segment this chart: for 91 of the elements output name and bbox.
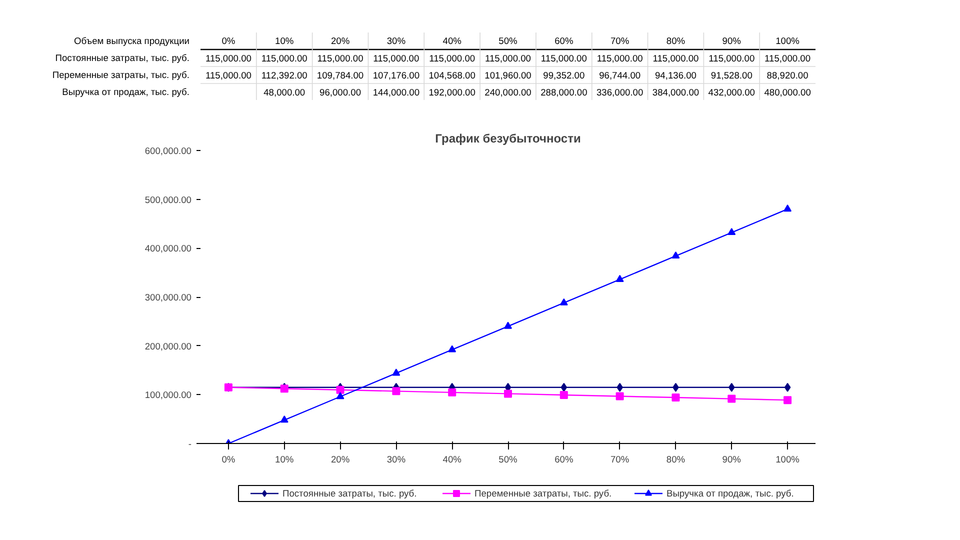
x-tick-label: 20% (330, 454, 350, 464)
data-label: 336,000.00 (596, 88, 644, 98)
point (280, 416, 288, 423)
data-label: 99,352.00 (543, 70, 585, 80)
data-label: 115,000.00 (373, 54, 420, 64)
data-label: 115,000.00 (540, 54, 587, 64)
point (616, 392, 624, 400)
y-tick-label: 300,000.00 (144, 292, 192, 302)
data-label: 384,000.00 (652, 88, 700, 98)
category-label: 60% (554, 36, 574, 46)
y-tick-label: - (188, 439, 192, 449)
point (784, 204, 792, 212)
data-label: 112,392.00 (261, 70, 308, 80)
data-label: 115,000.00 (205, 54, 252, 64)
point (784, 382, 791, 392)
data-label: 192,000.00 (428, 88, 476, 98)
category-label: 20% (330, 36, 350, 46)
point (336, 386, 344, 394)
chart-title: График безубыточности (435, 132, 581, 146)
legend-label: Выручка от продаж, тыс. руб. (666, 488, 794, 498)
data-label: 480,000.00 (764, 88, 811, 98)
data-label: 115,000.00 (652, 54, 699, 64)
point (448, 388, 456, 396)
category-label: 80% (666, 36, 686, 46)
point (448, 345, 456, 352)
point (672, 394, 680, 402)
data-label: 96,000.00 (320, 88, 362, 98)
x-tick-label: 70% (610, 454, 630, 464)
x-tick-label: 90% (722, 454, 741, 464)
y-tick-label: 600,000.00 (144, 146, 192, 156)
point (560, 382, 568, 392)
text: Выручка от продаж, тыс. руб. (62, 87, 190, 97)
data-label: 115,000.00 (261, 54, 308, 64)
data-label: 96,744.00 (599, 70, 641, 80)
x-tick-label: 60% (554, 454, 574, 464)
category-label: 100% (776, 36, 800, 46)
data-label: 115,000.00 (708, 54, 755, 64)
data-label: 240,000.00 (484, 88, 532, 98)
point (728, 228, 736, 236)
category-label: 30% (386, 36, 406, 46)
point (392, 387, 400, 396)
x-tick-label: 80% (666, 454, 686, 464)
data-label: 432,000.00 (708, 88, 755, 98)
data-label: 91,528.00 (710, 70, 752, 80)
x-tick-label: 100% (776, 454, 800, 464)
category-label: 40% (442, 36, 462, 46)
text: Переменные затраты, тыс. руб. (52, 70, 190, 80)
legend-label: Переменные затраты, тыс. руб. (474, 488, 612, 498)
point (784, 396, 792, 404)
category-label: 10% (275, 36, 294, 46)
x-tick-label: 0% (222, 454, 236, 464)
y-tick-label: 400,000.00 (144, 244, 192, 254)
x-tick-label: 30% (386, 454, 406, 464)
point (728, 394, 736, 403)
data-label: 144,000.00 (372, 88, 420, 98)
data-label: 48,000.00 (264, 88, 306, 98)
data-label: 115,000.00 (205, 70, 252, 80)
point (560, 298, 568, 306)
x-tick-label: 50% (498, 454, 518, 464)
data-label: 115,000.00 (429, 54, 476, 64)
category-label: 70% (610, 36, 630, 46)
data-label: 288,000.00 (540, 88, 588, 98)
legend-label: Постоянные затраты, тыс. руб. (282, 488, 417, 498)
y-tick-label: 200,000.00 (144, 341, 192, 352)
category-label: 0% (222, 36, 236, 46)
category-label: 50% (498, 36, 518, 46)
data-label: 115,000.00 (485, 54, 532, 64)
point (504, 390, 512, 398)
category-label: 90% (722, 36, 741, 46)
data-label: 109,784.00 (316, 70, 364, 80)
point (336, 392, 344, 400)
data-label: 115,000.00 (596, 54, 643, 64)
data-label: 115,000.00 (764, 54, 811, 64)
data-label: 107,176.00 (372, 70, 420, 80)
point (392, 368, 400, 376)
x-tick-label: 10% (275, 454, 294, 464)
point (560, 390, 568, 399)
data-label: 104,568.00 (428, 70, 476, 80)
point (616, 274, 624, 282)
text: Объем выпуска продукции (74, 36, 190, 46)
text: Постоянные затраты, тыс. руб. (55, 53, 190, 63)
data-label: 115,000.00 (317, 54, 364, 64)
x-tick-label: 40% (442, 454, 462, 464)
y-tick-label: 100,000.00 (144, 390, 192, 400)
point (672, 251, 680, 258)
data-label: 94,136.00 (654, 70, 696, 80)
data-label: 101,960.00 (484, 70, 532, 80)
point (504, 322, 512, 329)
data-label: 88,920.00 (766, 70, 808, 80)
y-tick-label: 500,000.00 (144, 194, 192, 205)
point (728, 382, 735, 392)
